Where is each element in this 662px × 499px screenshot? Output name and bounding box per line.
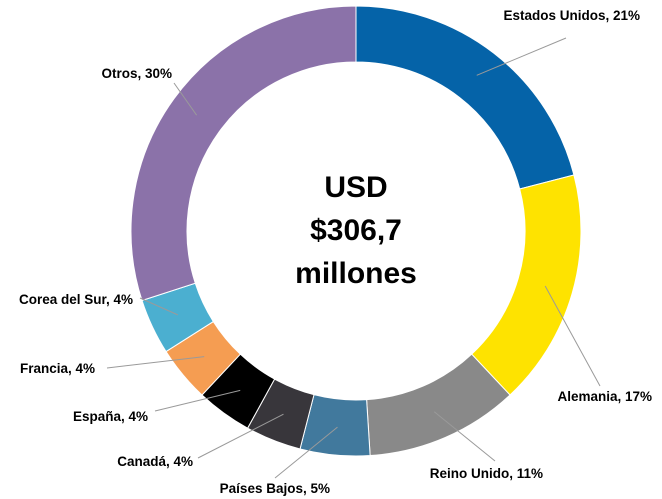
leader-line-reino-unido xyxy=(433,411,496,462)
slice-otros xyxy=(130,5,357,302)
label-reino-unido: Reino Unido, 11% xyxy=(430,466,543,481)
leader-line-paises-bajos xyxy=(274,426,338,479)
slice-alemania xyxy=(470,174,582,396)
center-text-line-1: USD xyxy=(324,171,387,204)
center-text-line-2: $306,7 xyxy=(310,214,402,247)
label-otros: Otros, 30% xyxy=(101,66,172,81)
leader-line-francia xyxy=(106,356,205,369)
leader-line-estados-unidos xyxy=(476,37,567,76)
label-espana: España, 4% xyxy=(73,409,148,424)
leader-line-alemania xyxy=(544,285,601,387)
label-corea-del-sur: Corea del Sur, 4% xyxy=(19,292,133,307)
leader-lines xyxy=(106,37,601,479)
label-estados-unidos: Estados Unidos, 21% xyxy=(503,8,640,23)
label-paises-bajos: Países Bajos, 5% xyxy=(220,481,330,496)
label-canada: Canadá, 4% xyxy=(117,454,193,469)
slice-labels: Estados Unidos, 21% Alemania, 17% Reino Un… xyxy=(19,8,652,496)
label-alemania: Alemania, 17% xyxy=(557,389,652,404)
slice-estados-unidos xyxy=(355,5,575,190)
center-text-line-3: millones xyxy=(295,257,417,290)
leader-line-corea-del-sur xyxy=(139,297,178,316)
center-total: USD $306,7 millones xyxy=(295,171,417,290)
label-francia: Francia, 4% xyxy=(20,361,95,376)
leader-line-espana xyxy=(154,389,241,412)
leader-line-otros xyxy=(173,82,198,116)
leader-line-canada xyxy=(197,413,284,459)
